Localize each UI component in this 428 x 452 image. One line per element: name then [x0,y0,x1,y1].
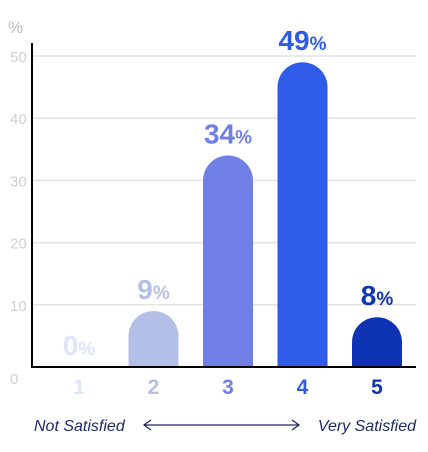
bar-3 [203,155,253,367]
x-tick-label-4: 4 [297,376,309,399]
x-tick-label-3: 3 [222,376,234,399]
x-axis-category-labels: 1 2 3 4 5 [73,376,383,399]
data-label-3: 34% [204,119,252,150]
y-tick-label-10: 10 [10,298,27,315]
data-labels: 0% 9% 34% 49% 8% [63,25,394,361]
data-label-1: 0% [63,330,96,361]
x-tick-label-2: 2 [148,376,160,399]
bar-5 [352,317,402,367]
data-label-5: 8% [361,280,394,311]
y-tick-label-20: 20 [10,236,27,253]
y-tick-label-30: 30 [10,173,27,190]
scale-right-label: Very Satisfied [318,418,417,435]
y-tick-label-50: 50 [10,49,27,66]
satisfaction-scale: Not Satisfied Very Satisfied [34,418,417,435]
y-axis-unit-label: % [8,18,23,37]
double-arrow-icon [142,419,301,431]
data-label-2: 9% [137,274,170,305]
bars [128,62,402,367]
data-label-4: 49% [278,25,326,56]
y-tick-label-40: 40 [10,111,27,128]
x-tick-label-1: 1 [73,376,85,399]
bar-2 [128,311,179,367]
y-tick-label-0: 0 [10,371,18,388]
bar-4 [277,62,328,367]
scale-left-label: Not Satisfied [34,418,126,435]
y-axis-ticks: 0 10 20 30 40 50 [10,49,27,388]
x-tick-label-5: 5 [371,376,383,399]
